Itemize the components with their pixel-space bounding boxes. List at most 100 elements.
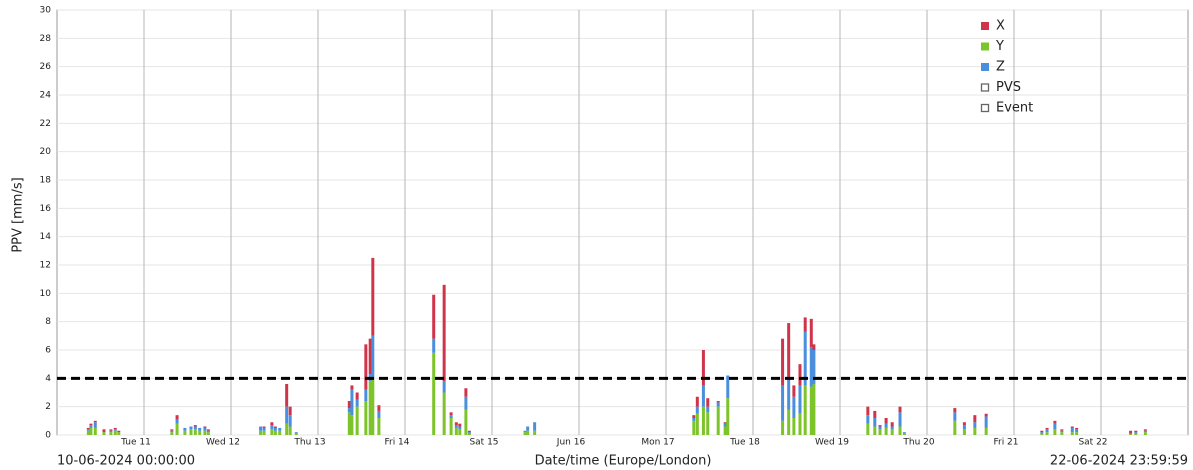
bar-segment bbox=[270, 422, 274, 426]
x-tick-label: Thu 20 bbox=[902, 438, 934, 448]
bar-segment bbox=[371, 257, 375, 336]
bar-segment bbox=[273, 430, 277, 435]
bar-segment bbox=[701, 385, 705, 407]
bar-segment bbox=[1053, 420, 1057, 424]
bar-segment bbox=[288, 415, 292, 427]
bar-segment bbox=[285, 384, 289, 407]
y-axis-title: PPV [mm/s] bbox=[11, 177, 26, 252]
bar-segment bbox=[350, 415, 354, 435]
y-tick-label: 12 bbox=[40, 261, 51, 271]
bar-segment bbox=[787, 409, 791, 435]
legend-swatch bbox=[981, 22, 989, 30]
bar-segment bbox=[89, 425, 93, 428]
bar-segment bbox=[449, 415, 453, 418]
bar-segment bbox=[355, 392, 359, 400]
bar-segment bbox=[812, 350, 816, 384]
bar-segment bbox=[102, 429, 106, 433]
bar-segment bbox=[206, 432, 210, 435]
bar-segment bbox=[1134, 432, 1138, 434]
y-tick-label: 30 bbox=[40, 6, 52, 16]
bar-segment bbox=[273, 427, 277, 431]
bar-segment bbox=[206, 429, 210, 431]
bar-segment bbox=[262, 426, 266, 428]
bar-segment bbox=[1053, 423, 1057, 430]
bar-segment bbox=[884, 427, 888, 435]
bar-segment bbox=[890, 429, 894, 435]
y-tick-label: 28 bbox=[40, 34, 52, 44]
bar-segment bbox=[803, 317, 807, 332]
bar-segment bbox=[86, 430, 90, 435]
bar-segment bbox=[1143, 432, 1147, 435]
bar-segment bbox=[278, 430, 282, 435]
bar-segment bbox=[355, 406, 359, 435]
bar-segment bbox=[193, 426, 197, 430]
bar-segment bbox=[259, 430, 263, 435]
bar-segment bbox=[701, 406, 705, 435]
bar-segment bbox=[1134, 430, 1138, 433]
bar-segment bbox=[86, 427, 90, 430]
bar-segment bbox=[109, 432, 113, 435]
bar-segment bbox=[262, 427, 266, 431]
legend-swatch bbox=[981, 42, 989, 51]
bar-segment bbox=[350, 385, 354, 390]
bar-segment bbox=[193, 429, 197, 435]
bar-segment bbox=[890, 426, 894, 430]
legend-label: Event bbox=[996, 101, 1033, 116]
bar-segment bbox=[113, 430, 117, 435]
bar-segment bbox=[113, 429, 117, 431]
y-tick-label: 4 bbox=[45, 374, 51, 384]
bar-segment bbox=[809, 347, 813, 387]
y-tick-label: 16 bbox=[40, 204, 52, 214]
bar-segment bbox=[716, 402, 720, 407]
bar-segment bbox=[792, 396, 796, 418]
bar-segment bbox=[1045, 427, 1049, 430]
x-tick-label: Thu 13 bbox=[293, 438, 325, 448]
bar-segment bbox=[787, 323, 791, 379]
bar-segment bbox=[377, 418, 381, 435]
bar-segment bbox=[884, 418, 888, 424]
x-tick-label: Jun 16 bbox=[556, 438, 586, 448]
bar-segment bbox=[259, 426, 263, 431]
bar-segment bbox=[368, 338, 372, 375]
bar-segment bbox=[93, 420, 97, 423]
bar-segment bbox=[285, 406, 289, 424]
x-axis-title: Date/time (Europe/London) bbox=[535, 454, 712, 469]
bar-segment bbox=[781, 420, 785, 435]
bar-segment bbox=[442, 381, 446, 393]
bar-segment bbox=[973, 422, 977, 428]
bar-segment bbox=[692, 418, 696, 421]
bar-segment bbox=[432, 338, 436, 353]
bar-segment bbox=[183, 427, 187, 431]
bar-segment bbox=[464, 409, 468, 435]
bar-segment bbox=[706, 406, 710, 413]
bar-segment bbox=[898, 426, 902, 435]
bar-segment bbox=[723, 422, 727, 424]
bar-segment bbox=[364, 401, 368, 435]
bar-segment bbox=[189, 426, 193, 430]
bar-segment bbox=[377, 410, 381, 418]
bar-segment bbox=[270, 429, 274, 435]
bar-segment bbox=[364, 344, 368, 390]
bar-segment bbox=[723, 426, 727, 435]
bar-segment bbox=[93, 422, 97, 428]
bar-segment bbox=[270, 425, 274, 430]
bar-segment bbox=[873, 410, 877, 418]
bar-segment bbox=[170, 430, 174, 433]
bar-segment bbox=[695, 406, 699, 414]
bar-segment bbox=[377, 405, 381, 411]
bar-segment bbox=[449, 412, 453, 416]
legend-swatch bbox=[980, 103, 990, 113]
bar-segment bbox=[203, 426, 207, 428]
bar-segment bbox=[288, 406, 292, 416]
bar-segment bbox=[716, 406, 720, 435]
bar-segment bbox=[467, 432, 471, 434]
end-label: 22-06-2024 23:59:59 bbox=[1050, 454, 1188, 469]
bar-segment bbox=[89, 423, 93, 426]
bar-segment bbox=[454, 422, 458, 426]
bar-segment bbox=[1040, 432, 1044, 434]
bar-segment bbox=[203, 430, 207, 435]
bar-segment bbox=[798, 413, 802, 435]
bar-segment bbox=[432, 294, 436, 339]
bar-segment bbox=[117, 432, 121, 435]
